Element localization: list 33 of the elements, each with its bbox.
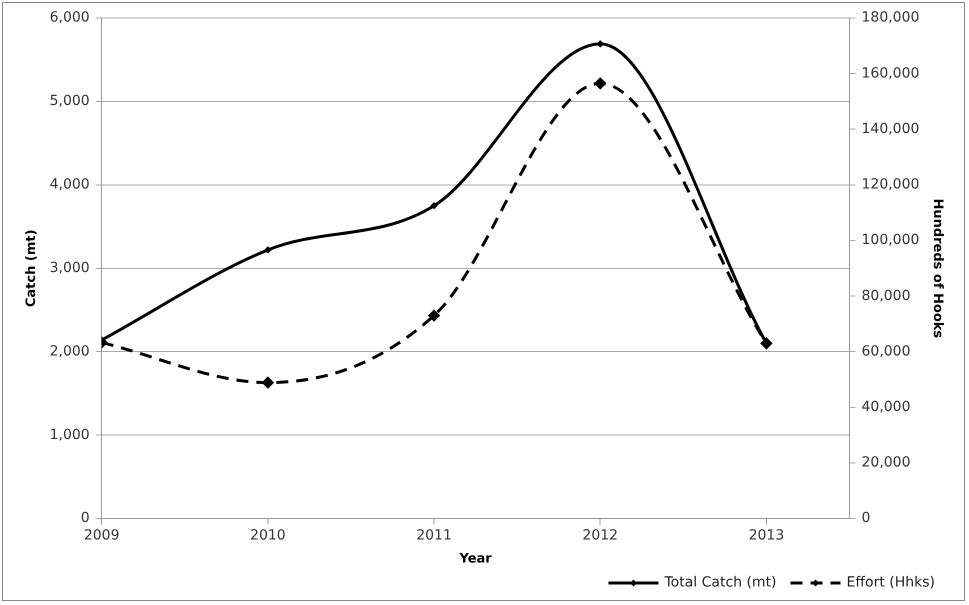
y2-tick-label: 160,000 (862, 65, 920, 82)
y-tick-label: 2,000 (50, 343, 90, 360)
y-tick-label: 3,000 (50, 260, 90, 276)
point (264, 246, 272, 254)
y2-tick-label: 60,000 (862, 343, 911, 360)
point (594, 77, 606, 90)
point (430, 202, 438, 210)
x-tick-label: 2009 (84, 528, 120, 544)
y-axis-title: Catch (mt) (24, 229, 40, 308)
point (428, 310, 440, 322)
y-tick-label: 0 (80, 510, 90, 526)
x-tick-label: 2013 (748, 528, 784, 544)
legend-label: Effort (Hhks) (846, 574, 936, 591)
y2-tick-label: 140,000 (862, 120, 920, 137)
y2-tick-label: 20,000 (862, 454, 911, 471)
y2-tick-label: 180,000 (862, 10, 920, 26)
point (596, 40, 604, 48)
y2-tick-label: 120,000 (862, 176, 920, 193)
y2-tick-label: 100,000 (862, 232, 920, 248)
x-tick-label: 2011 (416, 528, 452, 544)
y-tick-label: 4,000 (50, 176, 90, 193)
y-tick-label: 6,000 (50, 10, 90, 26)
y-tick-label: 1,000 (50, 426, 90, 443)
y2-tick-label: 80,000 (862, 288, 911, 304)
y2-axis-title: Hundreds of Hooks (930, 198, 945, 338)
x-axis-title: Year (458, 552, 492, 567)
y2-tick-label: 0 (862, 510, 870, 526)
point (262, 376, 274, 389)
legend-label: Total Catch (mt) (663, 574, 777, 591)
y-tick-label: 5,000 (50, 93, 90, 110)
x-tick-label: 2012 (582, 528, 618, 544)
y2-tick-label: 40,000 (862, 398, 911, 415)
x-tick-label: 2010 (250, 528, 286, 544)
